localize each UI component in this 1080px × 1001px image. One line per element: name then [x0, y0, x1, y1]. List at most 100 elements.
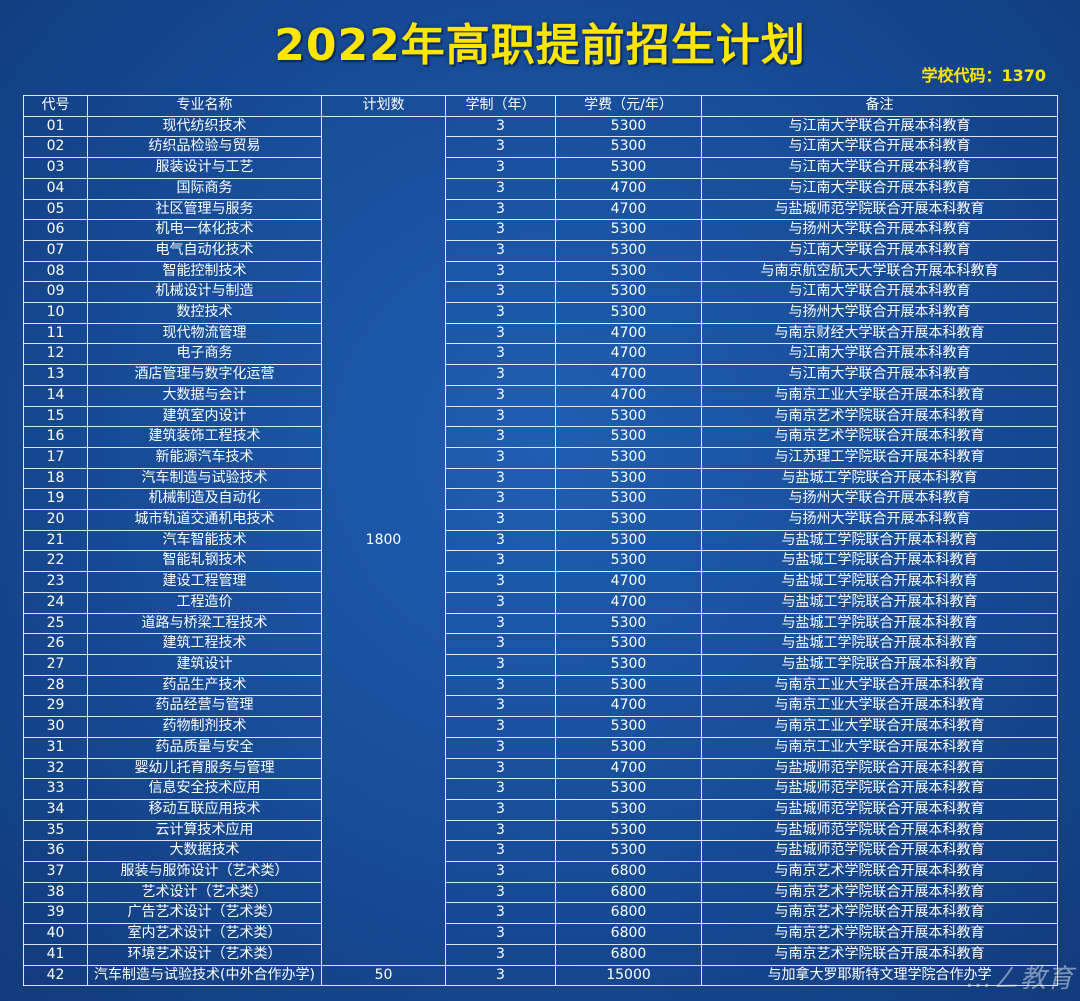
code-cell: 33 — [23, 778, 88, 800]
note-cell: 与南京艺术学院联合开展本科教育 — [701, 923, 1058, 945]
fee-cell: 5300 — [555, 239, 702, 262]
fee-cell: 5300 — [555, 136, 702, 159]
code-cell: 39 — [23, 902, 88, 925]
years-cell: 3 — [445, 674, 556, 697]
fee-cell: 4700 — [555, 695, 702, 718]
code-cell: 25 — [23, 612, 88, 635]
major-name-cell: 云计算技术应用 — [87, 819, 322, 842]
fee-cell: 5300 — [555, 467, 702, 490]
fee-cell: 4700 — [555, 757, 702, 780]
fee-cell: 4700 — [555, 198, 702, 221]
major-name-cell: 电气自动化技术 — [87, 239, 322, 262]
code-cell: 28 — [23, 674, 88, 697]
note-cell: 与盐城师范学院联合开展本科教育 — [701, 757, 1058, 780]
note-cell: 与盐城工学院联合开展本科教育 — [701, 529, 1058, 552]
note-cell: 与盐城师范学院联合开展本科教育 — [701, 198, 1058, 221]
note-cell: 与盐城工学院联合开展本科教育 — [701, 591, 1058, 614]
table-row: 10 数控技术 3 5300 与扬州大学联合开展本科教育 — [23, 302, 1058, 324]
note-cell: 与南京艺术学院联合开展本科教育 — [701, 881, 1058, 904]
code-cell: 14 — [23, 384, 88, 407]
years-cell: 3 — [445, 467, 556, 490]
fee-cell: 5300 — [555, 446, 702, 469]
table-row: 23 建设工程管理 3 4700 与盐城工学院联合开展本科教育 — [23, 571, 1058, 593]
header-code: 代号 — [23, 95, 88, 117]
fee-cell: 5300 — [555, 260, 702, 283]
code-cell: 03 — [23, 157, 88, 179]
years-cell: 3 — [445, 881, 556, 904]
code-cell: 08 — [23, 260, 88, 283]
note-cell: 与扬州大学联合开展本科教育 — [701, 509, 1058, 531]
years-cell: 3 — [445, 550, 556, 573]
years-cell: 3 — [445, 239, 556, 262]
code-cell: 19 — [23, 488, 88, 511]
code-cell: 34 — [23, 798, 88, 821]
major-name-cell: 汽车制造与试验技术(中外合作办学) — [87, 964, 322, 987]
table-row: 36 大数据技术 3 5300 与盐城师范学院联合开展本科教育 — [23, 840, 1058, 863]
fee-cell: 5300 — [555, 302, 702, 324]
years-cell: 3 — [445, 426, 556, 448]
fee-cell: 5300 — [555, 716, 702, 738]
code-cell: 26 — [23, 633, 88, 655]
major-name-cell: 药品质量与安全 — [87, 736, 322, 759]
years-cell: 3 — [445, 322, 556, 345]
fee-cell: 5300 — [555, 509, 702, 531]
years-cell: 3 — [445, 798, 556, 821]
major-name-cell: 机械设计与制造 — [87, 281, 322, 304]
note-cell: 与盐城工学院联合开展本科教育 — [701, 550, 1058, 573]
code-cell: 22 — [23, 550, 88, 573]
major-name-cell: 大数据与会计 — [87, 384, 322, 407]
years-cell: 3 — [445, 364, 556, 386]
table-row: 29 药品经营与管理 3 4700 与南京工业大学联合开展本科教育 — [23, 695, 1058, 718]
table-row: 18 汽车制造与试验技术 3 5300 与盐城工学院联合开展本科教育 — [23, 467, 1058, 490]
table-row: 20 城市轨道交通机电技术 3 5300 与扬州大学联合开展本科教育 — [23, 509, 1058, 531]
page-title: 2022年高职提前招生计划 — [274, 20, 806, 71]
table-row: 09 机械设计与制造 3 5300 与江南大学联合开展本科教育 — [23, 281, 1058, 304]
table-row: 25 道路与桥梁工程技术 3 5300 与盐城工学院联合开展本科教育 — [23, 612, 1058, 635]
fee-cell: 4700 — [555, 322, 702, 345]
years-cell: 3 — [445, 446, 556, 469]
code-cell: 18 — [23, 467, 88, 490]
years-cell: 3 — [445, 405, 556, 428]
note-cell: 与盐城工学院联合开展本科教育 — [701, 612, 1058, 635]
fee-cell: 4700 — [555, 591, 702, 614]
fee-cell: 5300 — [555, 653, 702, 676]
table-row: 41 环境艺术设计（艺术类） 3 6800 与南京艺术学院联合开展本科教育 — [23, 943, 1058, 966]
fee-cell: 5300 — [555, 819, 702, 842]
major-name-cell: 道路与桥梁工程技术 — [87, 612, 322, 635]
fee-cell: 5300 — [555, 674, 702, 697]
note-cell: 与江南大学联合开展本科教育 — [701, 136, 1058, 159]
fee-cell: 4700 — [555, 384, 702, 407]
code-cell: 12 — [23, 343, 88, 366]
major-name-cell: 数控技术 — [87, 302, 322, 324]
fee-cell: 5300 — [555, 798, 702, 821]
years-cell: 3 — [445, 943, 556, 966]
major-name-cell: 电子商务 — [87, 343, 322, 366]
major-name-cell: 服装与服饰设计（艺术类） — [87, 861, 322, 883]
major-name-cell: 药品生产技术 — [87, 674, 322, 697]
years-cell: 3 — [445, 840, 556, 863]
years-cell: 3 — [445, 115, 556, 138]
note-cell: 与江南大学联合开展本科教育 — [701, 343, 1058, 366]
code-cell: 11 — [23, 322, 88, 345]
years-cell: 3 — [445, 591, 556, 614]
plan-count-cell: 50 — [321, 964, 446, 987]
years-cell: 3 — [445, 757, 556, 780]
major-name-cell: 机械制造及自动化 — [87, 488, 322, 511]
major-name-cell: 建筑工程技术 — [87, 633, 322, 655]
note-cell: 与江南大学联合开展本科教育 — [701, 364, 1058, 386]
years-cell: 3 — [445, 778, 556, 800]
code-cell: 29 — [23, 695, 88, 718]
note-cell: 与盐城师范学院联合开展本科教育 — [701, 778, 1058, 800]
note-cell: 与南京工业大学联合开展本科教育 — [701, 674, 1058, 697]
note-cell: 与江苏理工学院联合开展本科教育 — [701, 446, 1058, 469]
table-row: 08 智能控制技术 3 5300 与南京航空航天大学联合开展本科教育 — [23, 260, 1058, 283]
fee-cell: 5300 — [555, 529, 702, 552]
fee-cell: 4700 — [555, 343, 702, 366]
years-cell: 3 — [445, 736, 556, 759]
table-row: 07 电气自动化技术 3 5300 与江南大学联合开展本科教育 — [23, 239, 1058, 262]
note-cell: 与盐城师范学院联合开展本科教育 — [701, 798, 1058, 821]
major-name-cell: 环境艺术设计（艺术类） — [87, 943, 322, 966]
table-row: 39 广告艺术设计（艺术类） 3 6800 与南京艺术学院联合开展本科教育 — [23, 902, 1058, 925]
major-name-cell: 大数据技术 — [87, 840, 322, 863]
years-cell: 3 — [445, 198, 556, 221]
